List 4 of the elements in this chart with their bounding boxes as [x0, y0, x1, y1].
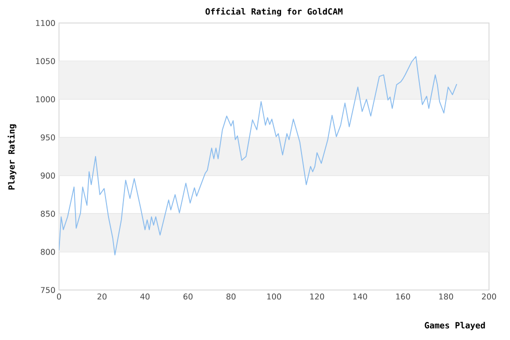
y-axis-title: Player Rating: [8, 124, 16, 190]
chart-title: Official Rating for GoldCAM: [206, 8, 342, 16]
x-axis-title: Games Played: [424, 322, 485, 330]
line-series: [59, 56, 458, 256]
